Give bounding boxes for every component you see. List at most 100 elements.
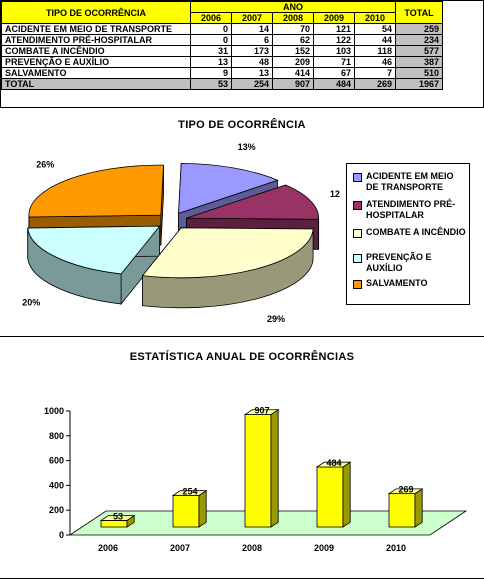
bar (243, 408, 280, 528)
x-tick-label: 2009 (314, 543, 334, 553)
cell-value: 44 (354, 34, 396, 46)
total-cell: 269 (354, 78, 396, 90)
legend-label: COMBATE A INCÊNDIO (366, 227, 466, 237)
y-tick-label: 800 (49, 431, 64, 441)
row-total: 510 (395, 67, 443, 79)
total-cell: 907 (272, 78, 314, 90)
cell-value: 121 (313, 23, 355, 35)
legend-swatch (353, 254, 362, 263)
cell-value: 67 (313, 67, 355, 79)
year-header: 2006 (190, 12, 232, 24)
row-total: 234 (395, 34, 443, 46)
year-header: 2007 (231, 12, 273, 24)
total-cell: 254 (231, 78, 273, 90)
pie-slice (27, 224, 161, 306)
cell-value: 209 (272, 56, 314, 68)
row-total: 259 (395, 23, 443, 35)
legend-item: ATENDIMENTO PRÉ-HOSPITALAR (353, 199, 466, 221)
row-label: SALVAMENTO (1, 67, 191, 79)
bar-chart-title: ESTATÍSTICA ANUAL DE OCORRÊNCIAS (129, 351, 355, 363)
table-row: COMBATE A INCÊNDIO 31 173 152 103 118 57… (1, 45, 443, 57)
cell-value: 62 (272, 34, 314, 46)
bar-chart-panel: ESTATÍSTICA ANUAL DE OCORRÊNCIAS 0 200 400… (0, 336, 484, 578)
legend-label: ACIDENTE EM MEIO DE TRANSPORTE (366, 171, 454, 192)
cell-value: 13 (190, 56, 232, 68)
legend-swatch (353, 173, 362, 182)
cell-value: 7 (354, 67, 396, 79)
x-tick-label: 2006 (98, 543, 118, 553)
total-cell: 53 (190, 78, 232, 90)
pie-legend: ACIDENTE EM MEIO DE TRANSPORTE ATENDIMEN… (346, 163, 470, 305)
y-tick-label: 1000 (44, 406, 64, 416)
cell-value: 70 (272, 23, 314, 35)
pie-percent-label: 26% (36, 159, 54, 169)
year-header: 2009 (313, 12, 355, 24)
y-tick-label: 0 (59, 530, 64, 540)
cell-value: 48 (231, 56, 273, 68)
pie-percent-label: 13% (238, 142, 256, 152)
cell-value: 152 (272, 45, 314, 57)
cell-value: 54 (354, 23, 396, 35)
y-tick-label: 600 (49, 456, 64, 466)
row-label: ACIDENTE EM MEIO DE TRANSPORTE (1, 23, 191, 35)
table-row: ACIDENTE EM MEIO DE TRANSPORTE 0 14 70 1… (1, 23, 443, 35)
table-header-total: TOTAL (395, 1, 443, 24)
year-header: 2010 (354, 12, 396, 24)
bar-data-label: 907 (254, 406, 269, 416)
cell-value: 71 (313, 56, 355, 68)
occurrence-table: TIPO DE OCORRÊNCIA ANO TOTAL 2006 2007 2… (1, 1, 443, 90)
pie-percent-label: 20% (22, 297, 40, 307)
table-row: PREVENÇÃO E AUXÍLIO 13 48 209 71 46 387 (1, 56, 443, 68)
legend-label: SALVAMENTO (366, 278, 428, 288)
pie-chart-panel: TIPO DE OCORRÊNCIA 13% 12% 29% 20% 26% ACIDE… (0, 107, 484, 337)
bar-chart: 0 200 400 600 800 1000 53 2006 254 2007 907 2008 484… (44, 406, 468, 553)
pie-chart-title: TIPO DE OCORRÊNCIA (178, 119, 306, 131)
table-header-type: TIPO DE OCORRÊNCIA (1, 1, 191, 24)
row-label: COMBATE A INCÊNDIO (1, 45, 191, 57)
x-tick-label: 2007 (170, 543, 190, 553)
row-label: ATENDIMENTO PRÉ-HOSPITALAR (1, 34, 191, 46)
bar (171, 489, 208, 528)
bar-data-label: 269 (398, 485, 413, 495)
total-row-label: TOTAL (1, 78, 191, 90)
cell-value: 0 (190, 34, 232, 46)
legend-label: PREVENÇÃO E AUXÍLIO (366, 252, 432, 273)
cell-value: 6 (231, 34, 273, 46)
legend-item: SALVAMENTO (353, 278, 466, 289)
cell-value: 414 (272, 67, 314, 79)
cell-value: 31 (190, 45, 232, 57)
legend-swatch (353, 201, 362, 210)
table-row: ATENDIMENTO PRÉ-HOSPITALAR 0 6 62 122 44… (1, 34, 443, 46)
cell-value: 46 (354, 56, 396, 68)
grand-total: 1967 (395, 78, 443, 90)
cell-value: 13 (231, 67, 273, 79)
row-label: PREVENÇÃO E AUXÍLIO (1, 56, 191, 68)
cell-value: 103 (313, 45, 355, 57)
cell-value: 9 (190, 67, 232, 79)
pie-chart: 13% 12% 29% 20% 26% (22, 142, 340, 324)
bar-data-label: 53 (113, 511, 123, 521)
bar (315, 461, 352, 528)
pie-slice (141, 226, 314, 309)
bar (387, 488, 424, 528)
year-header: 2008 (272, 12, 314, 24)
cell-value: 14 (231, 23, 273, 35)
total-cell: 484 (313, 78, 355, 90)
bar-data-label: 484 (326, 458, 341, 468)
x-tick-label: 2010 (386, 543, 406, 553)
legend-label: ATENDIMENTO PRÉ-HOSPITALAR (366, 199, 456, 220)
legend-item: PREVENÇÃO E AUXÍLIO (353, 252, 466, 274)
table-row: SALVAMENTO 9 13 414 67 7 510 (1, 67, 443, 79)
row-total: 577 (395, 45, 443, 57)
bar (99, 514, 136, 528)
y-tick-label: 200 (49, 505, 64, 515)
table-header-year-group: ANO (190, 1, 396, 13)
cell-value: 122 (313, 34, 355, 46)
cell-value: 173 (231, 45, 273, 57)
y-tick-label: 400 (49, 480, 64, 490)
pie-percent-label: 29% (267, 314, 285, 324)
legend-item: ACIDENTE EM MEIO DE TRANSPORTE (353, 171, 466, 193)
bar-data-label: 254 (182, 487, 197, 497)
legend-swatch (353, 229, 362, 238)
pie-percent-label: 12% (330, 189, 340, 199)
